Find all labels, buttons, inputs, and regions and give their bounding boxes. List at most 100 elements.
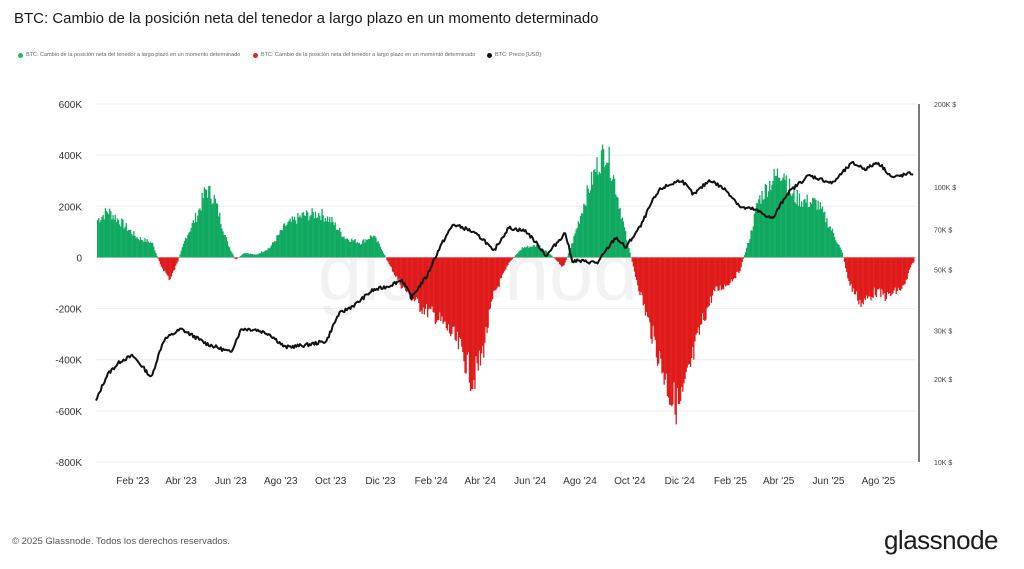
bar-negative [402,257,405,287]
bar-negative [413,257,416,302]
bar-positive [230,250,232,258]
legend-item-price[interactable]: BTC: Precio [USD] [487,52,541,58]
bar-positive [533,245,535,258]
bar-positive [295,220,297,258]
bar-negative [850,257,852,285]
bar-negative [708,257,710,306]
bar-negative [887,257,890,294]
net-position-bars [97,144,915,425]
bar-positive [520,249,522,258]
bar-negative [417,257,419,299]
bar-negative [892,257,894,294]
bar-positive [278,234,280,258]
bar-positive [322,215,324,258]
x-tick-label: Jun '25 [813,476,845,487]
bar-positive [291,216,293,258]
bar-positive [309,216,311,258]
right-tick-label: 10K $ [934,460,952,467]
bar-positive [819,202,821,258]
bar-negative [235,257,237,260]
bar-positive [340,231,342,258]
bar-positive [317,217,319,258]
bar-positive [337,230,340,258]
bar-positive [376,241,378,258]
bar-negative [685,257,687,373]
bar-positive [130,229,132,258]
bar-negative [740,257,742,268]
bar-positive [288,220,290,258]
bar-positive [762,199,764,258]
bar-negative [445,257,447,329]
bar-positive [759,195,761,258]
bar-positive [120,226,122,258]
bar-negative [469,257,472,392]
bar-positive [204,189,207,258]
bar-positive [813,198,815,258]
bar-positive [783,173,785,258]
bar-positive [598,171,600,258]
bar-negative [741,257,743,263]
legend-label-positive: BTC: Cambio de la posición neta del tene… [26,52,241,58]
bar-negative [709,257,711,297]
bar-negative [902,257,904,286]
bar-positive [808,207,810,258]
bar-negative [662,257,664,373]
bar-negative [455,257,457,342]
bar-negative [509,257,511,262]
bar-positive [527,245,529,258]
bar-negative [693,257,695,360]
bar-negative [667,257,670,398]
bar-negative [565,257,567,260]
bar-positive [577,221,579,258]
bar-positive [255,254,257,258]
bar-negative [886,257,889,292]
bar-positive [826,218,828,258]
bar-negative [860,257,862,308]
bar-negative [653,257,655,337]
bar-negative [391,257,394,272]
bar-positive [748,243,750,258]
bar-positive [607,162,609,258]
bar-negative [479,257,482,366]
bar-negative [234,257,236,259]
bar-positive [775,175,777,258]
bar-positive [515,255,517,258]
bar-positive [273,242,275,258]
bar-positive [830,230,832,258]
bar-positive [104,208,106,258]
bar-positive [222,231,224,258]
bar-negative [868,257,870,297]
bar-positive [296,223,298,258]
bar-positive [799,206,802,258]
bar-negative [157,257,159,259]
bar-negative [891,257,893,295]
legend-item-negative[interactable]: BTC: Cambio de la posición neta del tene… [253,52,475,58]
legend-item-positive[interactable]: BTC: Cambio de la posición neta del tene… [18,52,240,58]
bar-positive [306,210,308,258]
bar-positive [147,241,149,258]
bar-negative [722,257,725,290]
bar-positive [271,242,274,258]
bar-negative [553,257,555,258]
bar-negative [468,257,471,383]
bar-positive [333,225,335,258]
bar-negative [471,257,473,390]
legend-label-price: BTC: Precio [USD] [495,52,541,58]
legend-label-negative: BTC: Cambio de la posición neta del tene… [261,52,476,58]
bar-positive [788,178,791,258]
bar-negative [454,257,456,340]
bar-positive [763,198,765,258]
bar-positive [838,245,840,258]
bar-positive [815,200,817,258]
bar-negative [735,257,737,279]
bar-negative [493,257,495,291]
bar-positive [289,218,291,258]
bar-positive [181,247,183,258]
bar-negative [236,257,238,259]
bar-negative [554,257,556,259]
bar-positive [341,236,343,258]
bar-positive [513,256,516,258]
bar-positive [552,256,554,258]
bar-positive [535,244,538,258]
